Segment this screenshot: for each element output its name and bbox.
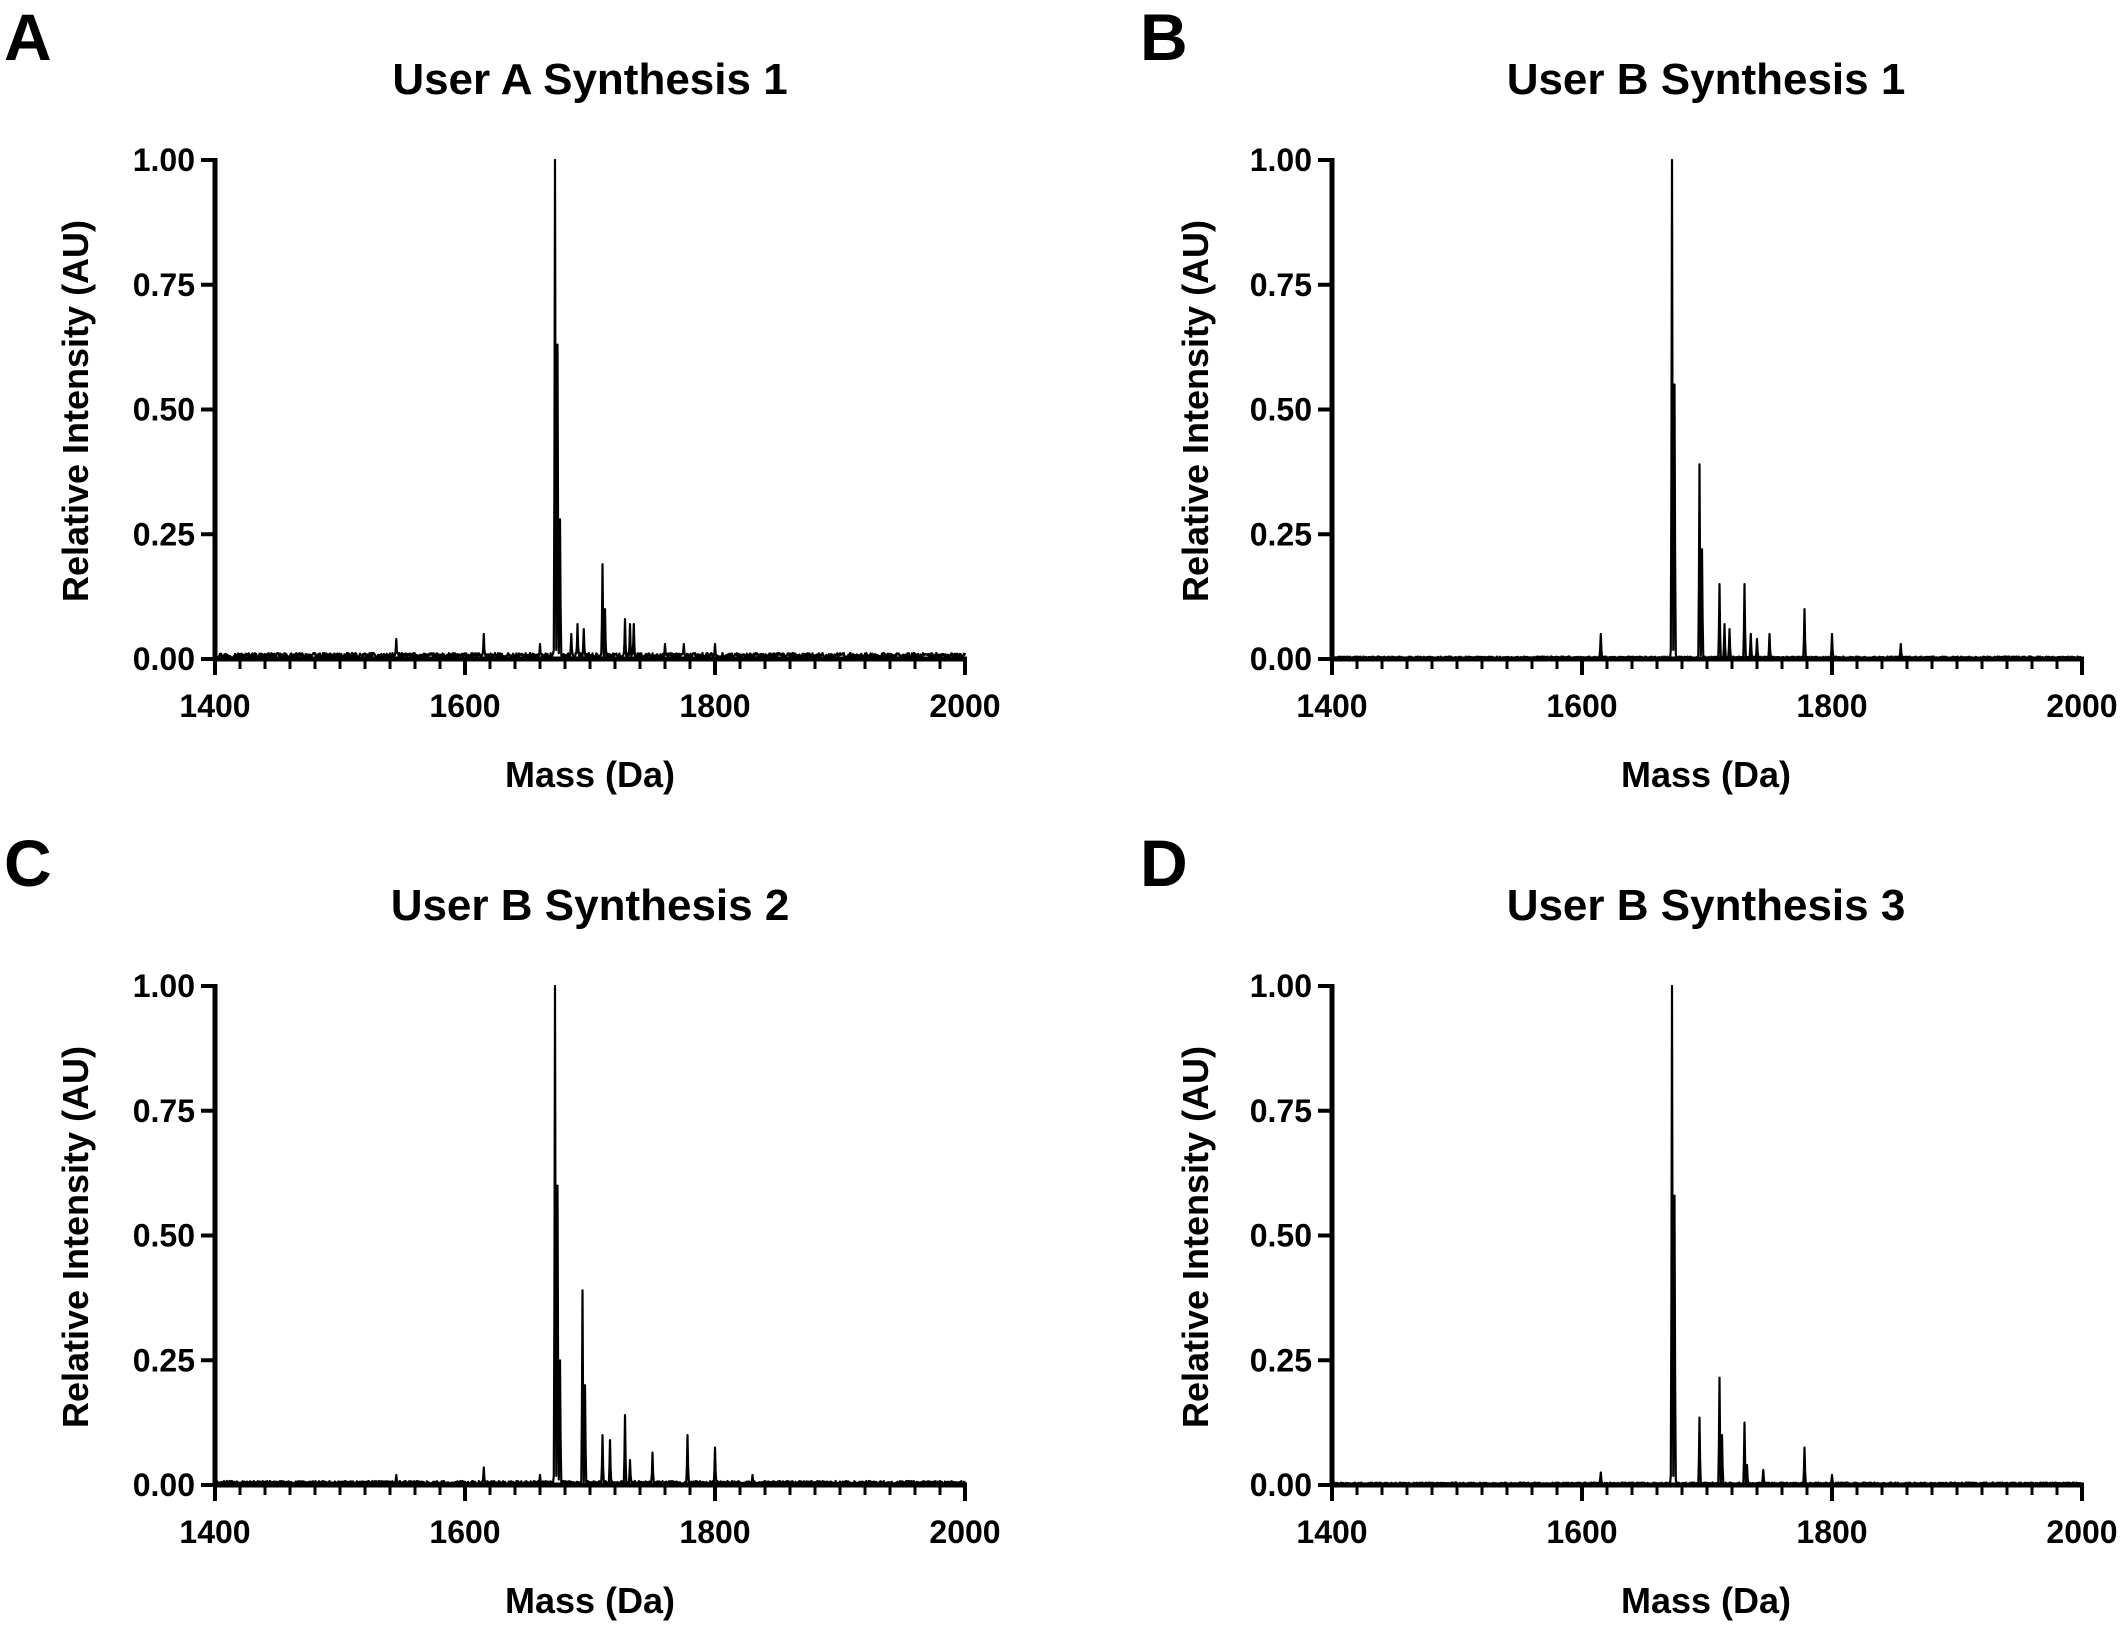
spectrum-line xyxy=(1331,984,2083,1486)
x-tick-label: 1600 xyxy=(429,1514,500,1550)
x-tick-label: 1800 xyxy=(679,1514,750,1550)
x-tick-label: 1400 xyxy=(179,688,250,724)
x-tick-label: 1800 xyxy=(1796,688,1867,724)
y-axis-label: Relative Intensity (AU) xyxy=(55,220,96,602)
y-tick-label: 0.00 xyxy=(1250,1467,1312,1503)
chart-a-svg: A User A Synthesis 1 Mass (Da) Relative … xyxy=(4,0,1001,795)
x-axis-label: Mass (Da) xyxy=(1621,754,1791,795)
panel-letter: C xyxy=(4,826,52,900)
y-tick-label: 0.50 xyxy=(133,392,195,428)
y-tick-label: 0.00 xyxy=(133,641,195,677)
x-axis-label: Mass (Da) xyxy=(505,754,675,795)
y-tick-label: 0.25 xyxy=(133,516,195,552)
spectrum-line xyxy=(1331,158,2083,660)
x-tick-label: 1800 xyxy=(679,688,750,724)
y-tick-label: 1.00 xyxy=(1250,142,1312,178)
y-tick-label: 0.25 xyxy=(1250,1342,1312,1378)
panel-letter: A xyxy=(4,0,52,74)
x-tick-label: 1800 xyxy=(1796,1514,1867,1550)
x-tick-label: 1600 xyxy=(429,688,500,724)
chart-title: User B Synthesis 1 xyxy=(1507,55,1906,104)
plot-area: 0.00 0.25 0.50 0.75 1.00 1400 1600 1800 2000 xyxy=(133,968,1001,1550)
panel-letter: D xyxy=(1140,826,1188,900)
x-tick-label: 2000 xyxy=(929,1514,1000,1550)
y-tick-label: 0.25 xyxy=(133,1342,195,1378)
spectrum-line xyxy=(213,984,966,1486)
y-tick-label: 0.50 xyxy=(133,1218,195,1254)
chart-d-svg: D User B Synthesis 3 Mass (Da) Relative … xyxy=(1140,826,2118,1621)
x-tick-label: 2000 xyxy=(2046,688,2117,724)
plot-area: 0.00 0.25 0.50 0.75 1.00 1400 1600 1800 2000 xyxy=(1250,142,2118,724)
x-tick-label: 1400 xyxy=(1296,1514,1367,1550)
y-axis-label: Relative Intensity (AU) xyxy=(1175,220,1216,602)
y-tick-label: 0.75 xyxy=(133,267,195,303)
y-tick-label: 0.75 xyxy=(1250,1093,1312,1129)
chart-c-svg: C User B Synthesis 2 Mass (Da) Relative … xyxy=(4,826,1001,1621)
y-axis-label: Relative Intensity (AU) xyxy=(55,1046,96,1428)
chart-panel-b: B User B Synthesis 1 Mass (Da) Relative … xyxy=(1064,0,2128,825)
x-tick-label: 1400 xyxy=(1296,688,1367,724)
plot-area: 0.00 0.25 0.50 0.75 1.00 1400 1600 1800 2000 xyxy=(133,142,1001,724)
y-tick-label: 0.00 xyxy=(133,1467,195,1503)
y-tick-label: 1.00 xyxy=(133,142,195,178)
x-axis-label: Mass (Da) xyxy=(505,1580,675,1621)
y-axis-label: Relative Intensity (AU) xyxy=(1175,1046,1216,1428)
y-tick-label: 0.75 xyxy=(1250,267,1312,303)
y-tick-label: 0.50 xyxy=(1250,392,1312,428)
x-tick-label: 2000 xyxy=(929,688,1000,724)
chart-b-svg: B User B Synthesis 1 Mass (Da) Relative … xyxy=(1140,0,2118,795)
spectrum-line xyxy=(214,158,967,659)
y-tick-label: 0.50 xyxy=(1250,1218,1312,1254)
y-tick-label: 1.00 xyxy=(1250,968,1312,1004)
x-tick-label: 1600 xyxy=(1546,688,1617,724)
chart-panel-c: C User B Synthesis 2 Mass (Da) Relative … xyxy=(0,826,1064,1651)
chart-title: User B Synthesis 3 xyxy=(1507,881,1906,930)
chart-title: User A Synthesis 1 xyxy=(392,55,787,104)
y-tick-label: 0.75 xyxy=(133,1093,195,1129)
chart-panel-d: D User B Synthesis 3 Mass (Da) Relative … xyxy=(1064,826,2128,1651)
x-tick-label: 2000 xyxy=(2046,1514,2117,1550)
panel-letter: B xyxy=(1140,0,1188,74)
x-tick-label: 1400 xyxy=(179,1514,250,1550)
x-tick-label: 1600 xyxy=(1546,1514,1617,1550)
x-axis-label: Mass (Da) xyxy=(1621,1580,1791,1621)
y-tick-label: 1.00 xyxy=(133,968,195,1004)
chart-panel-a: A User A Synthesis 1 Mass (Da) Relative … xyxy=(0,0,1064,825)
plot-area: 0.00 0.25 0.50 0.75 1.00 1400 1600 1800 2000 xyxy=(1250,968,2118,1550)
y-tick-label: 0.00 xyxy=(1250,641,1312,677)
y-tick-label: 0.25 xyxy=(1250,516,1312,552)
chart-title: User B Synthesis 2 xyxy=(391,881,790,930)
